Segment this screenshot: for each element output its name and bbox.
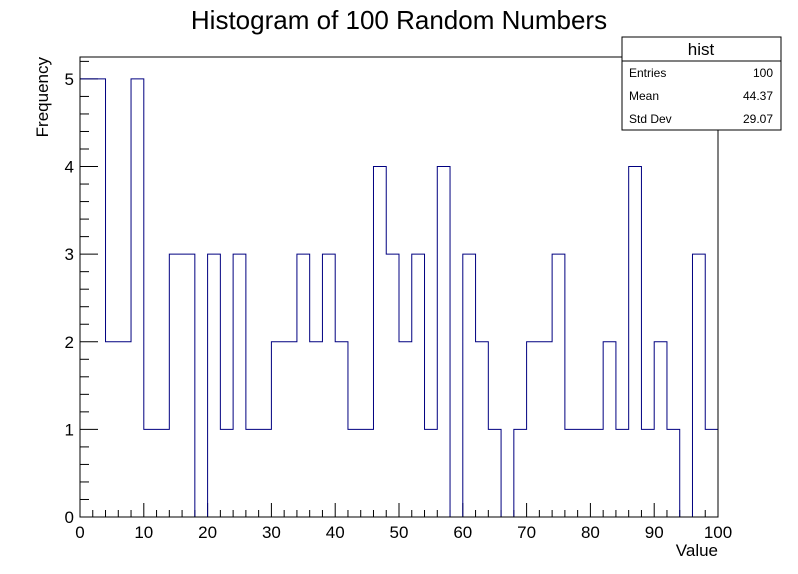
y-tick-label: 3 bbox=[65, 245, 74, 264]
chart-title: Histogram of 100 Random Numbers bbox=[191, 5, 607, 35]
x-tick-label: 0 bbox=[75, 523, 84, 542]
stats-mean-label: Mean bbox=[629, 89, 659, 103]
x-axis-ticks bbox=[79, 503, 719, 517]
stats-entries-label: Entries bbox=[629, 66, 666, 80]
x-axis-tick-labels: 0 10 20 30 40 50 60 70 80 90 100 bbox=[75, 523, 732, 542]
stats-stddev-label: Std Dev bbox=[629, 112, 672, 126]
y-tick-label: 5 bbox=[65, 70, 74, 89]
x-tick-label: 80 bbox=[581, 523, 600, 542]
x-tick-label: 40 bbox=[326, 523, 345, 542]
y-tick-label: 4 bbox=[65, 158, 74, 177]
y-tick-label: 1 bbox=[65, 420, 74, 439]
x-tick-label: 50 bbox=[390, 523, 409, 542]
x-tick-label: 10 bbox=[134, 523, 153, 542]
x-axis-label: Value bbox=[676, 541, 718, 560]
x-tick-label: 20 bbox=[198, 523, 217, 542]
stats-box-frame bbox=[621, 36, 782, 131]
x-tick-label: 90 bbox=[645, 523, 664, 542]
x-tick-label: 30 bbox=[262, 523, 281, 542]
y-axis-label: Frequency bbox=[33, 57, 52, 138]
x-tick-label: 70 bbox=[517, 523, 536, 542]
histogram-line bbox=[79, 78, 719, 518]
plot-frame bbox=[79, 56, 719, 518]
stats-box: hist Entries 100 Mean 44.37 Std Dev 29.0… bbox=[621, 36, 782, 131]
stats-box-title: hist bbox=[688, 40, 715, 59]
stats-entries-value: 100 bbox=[753, 66, 773, 80]
y-tick-label: 2 bbox=[65, 333, 74, 352]
x-tick-label: 100 bbox=[704, 523, 732, 542]
stats-mean-value: 44.37 bbox=[743, 89, 773, 103]
y-axis-ticks bbox=[80, 60, 98, 518]
y-tick-label: 0 bbox=[65, 508, 74, 527]
y-axis-tick-labels: 0 1 2 3 4 5 bbox=[65, 70, 74, 527]
x-tick-label: 60 bbox=[453, 523, 472, 542]
stats-stddev-value: 29.07 bbox=[743, 112, 773, 126]
